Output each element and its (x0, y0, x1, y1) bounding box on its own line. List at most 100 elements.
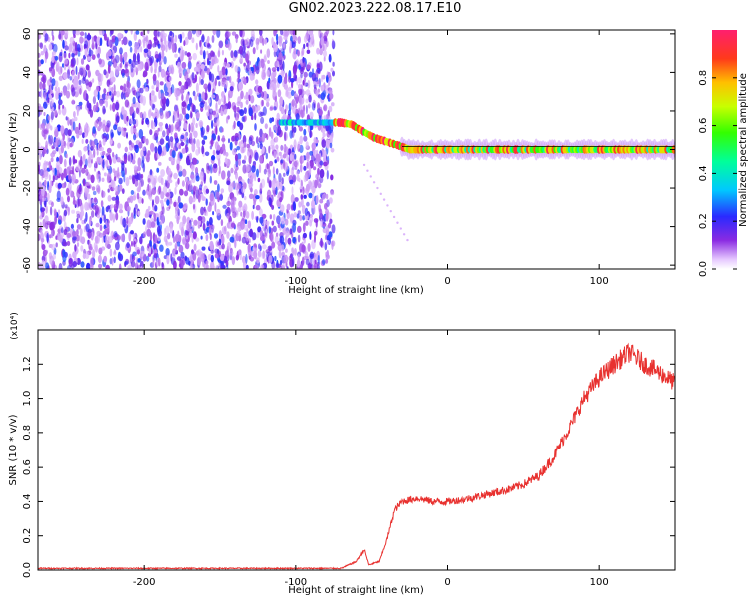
noise-speck (325, 193, 329, 200)
noise-speck (250, 95, 255, 104)
noise-speck (66, 166, 70, 175)
noise-speck (132, 251, 137, 257)
noise-speck (292, 222, 297, 233)
noise-speck (402, 233, 406, 236)
noise-speck (396, 221, 399, 224)
noise-speck (160, 44, 166, 52)
noise-speck (301, 47, 305, 56)
noise-speck (39, 106, 44, 111)
noise-speck (297, 141, 301, 150)
noise-speck (161, 50, 165, 60)
noise-speck (133, 144, 137, 151)
snr-xlabel: Height of straight line (km) (288, 585, 424, 596)
noise-speck (178, 81, 182, 87)
noise-speck (218, 194, 224, 201)
noise-speck (275, 33, 279, 42)
noise-speck (295, 36, 298, 41)
noise-speck (248, 93, 251, 102)
noise-speck (86, 262, 91, 269)
noise-speck (227, 31, 231, 37)
noise-speck (232, 211, 237, 219)
noise-speck (67, 117, 70, 126)
noise-speck (258, 111, 263, 117)
noise-speck (259, 155, 263, 164)
noise-speck (97, 173, 102, 184)
noise-speck (289, 213, 295, 223)
noise-speck (91, 186, 96, 191)
snr-background (38, 330, 675, 570)
snr-ytick-label: 0.8 (22, 425, 33, 441)
noise-speck (188, 183, 193, 193)
noise-speck (296, 259, 301, 268)
noise-speck (102, 150, 106, 156)
noise-speck (93, 133, 96, 139)
noise-speck (174, 87, 178, 98)
noise-speck (217, 241, 221, 246)
noise-speck (82, 253, 87, 259)
noise-speck (325, 258, 329, 264)
noise-speck (183, 83, 187, 91)
noise-speck (173, 235, 176, 244)
noise-speck (178, 68, 183, 77)
noise-speck (209, 62, 213, 70)
noise-speck (326, 249, 329, 259)
noise-speck (270, 131, 274, 140)
noise-speck (43, 88, 47, 93)
noise-speck (309, 129, 312, 138)
noise-speck (270, 138, 275, 147)
noise-speck (98, 58, 102, 65)
noise-speck (181, 51, 184, 61)
noise-speck (331, 224, 336, 234)
noise-speck (142, 189, 146, 196)
noise-speck (256, 230, 260, 239)
noise-speck (264, 38, 267, 45)
noise-speck (85, 79, 89, 86)
noise-speck (244, 219, 248, 225)
noise-speck (288, 255, 292, 262)
noise-speck (153, 217, 157, 222)
noise-speck (176, 163, 180, 171)
noise-speck (40, 229, 43, 236)
noise-speck (254, 123, 257, 131)
noise-speck (117, 126, 122, 132)
noise-speck (215, 264, 219, 269)
noise-speck (185, 131, 189, 137)
noise-speck (71, 177, 75, 185)
noise-speck (209, 217, 213, 226)
spectrogram-ytick-label: 20 (22, 105, 33, 118)
noise-speck (94, 235, 99, 244)
noise-speck (73, 111, 76, 118)
noise-speck (211, 88, 215, 95)
noise-speck (64, 45, 69, 51)
noise-speck (205, 234, 209, 242)
noise-speck (278, 52, 283, 61)
noise-speck (256, 257, 260, 264)
noise-speck (284, 235, 288, 245)
noise-speck (180, 251, 185, 259)
noise-speck (130, 260, 136, 268)
noise-speck (240, 147, 245, 154)
noise-speck (157, 70, 160, 78)
noise-speck (42, 81, 46, 91)
noise-speck (55, 147, 59, 152)
noise-speck (218, 165, 221, 175)
noise-speck (165, 111, 171, 119)
noise-speck (221, 96, 225, 103)
noise-speck (129, 195, 134, 204)
noise-speck (278, 249, 282, 259)
noise-speck (133, 213, 136, 219)
noise-speck (49, 94, 52, 100)
noise-speck (133, 133, 137, 141)
noise-speck (177, 195, 181, 204)
noise-speck (206, 57, 210, 66)
noise-speck (66, 233, 72, 238)
noise-speck (174, 53, 178, 58)
noise-speck (118, 263, 122, 269)
noise-speck (214, 248, 219, 254)
noise-speck (97, 116, 102, 122)
noise-speck (293, 144, 296, 152)
noise-speck (317, 182, 322, 189)
noise-speck (273, 77, 277, 84)
noise-speck (70, 63, 74, 68)
noise-speck (305, 104, 308, 115)
